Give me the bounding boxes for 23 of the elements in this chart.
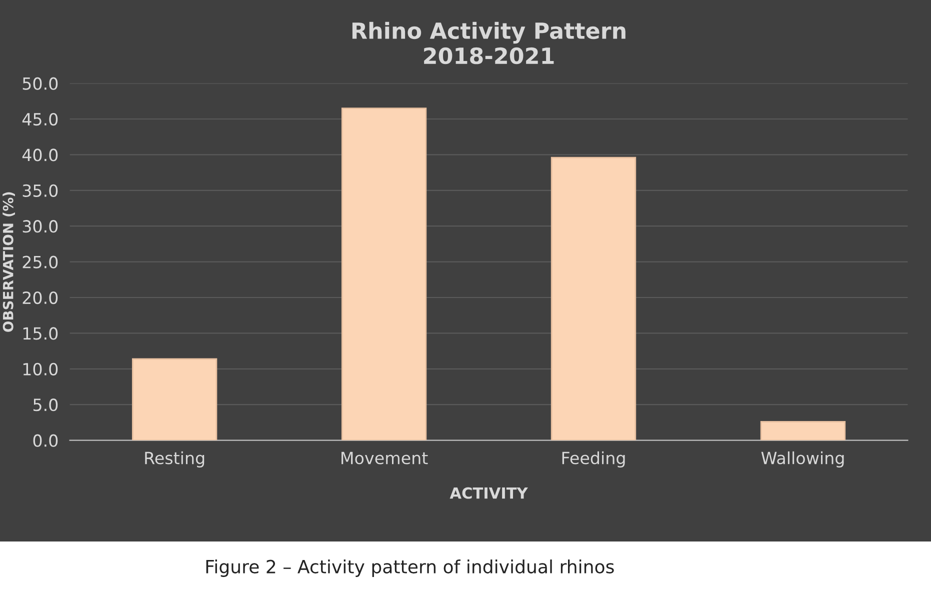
y-tick-label: 0.0: [33, 434, 58, 447]
y-tick-label: 5.0: [33, 398, 58, 412]
x-tick-label: Movement: [342, 452, 428, 464]
x-tick-label: Feeding: [562, 451, 625, 468]
y-tick-label: 15.0: [23, 327, 58, 340]
x-tick-label: Wallowing: [761, 451, 844, 468]
y-tick-label: 35.0: [22, 184, 58, 197]
y-tick-label: 45.0: [22, 112, 58, 126]
y-tick-label: 20.0: [22, 291, 58, 304]
x-tick-label: Resting: [145, 451, 204, 468]
y-tick-label: 25.0: [22, 256, 58, 268]
bar: [132, 358, 218, 440]
bar: [550, 156, 636, 440]
chart-title: Rhino Activity Pattern 2018-2021: [352, 22, 626, 64]
y-axis-title: OBSERVATION (%): [2, 192, 15, 332]
y-tick-label: 40.0: [22, 148, 58, 162]
caption: Figure 2 – Activity pattern of individual rhinos: [206, 559, 614, 577]
bar: [341, 108, 427, 440]
x-axis-title: ACTIVITY: [450, 487, 528, 499]
bar: [760, 421, 846, 440]
y-tick-label: 10.0: [23, 362, 58, 376]
y-tick-label: 50.0: [22, 77, 58, 90]
y-tick-label: 30.0: [22, 220, 58, 233]
